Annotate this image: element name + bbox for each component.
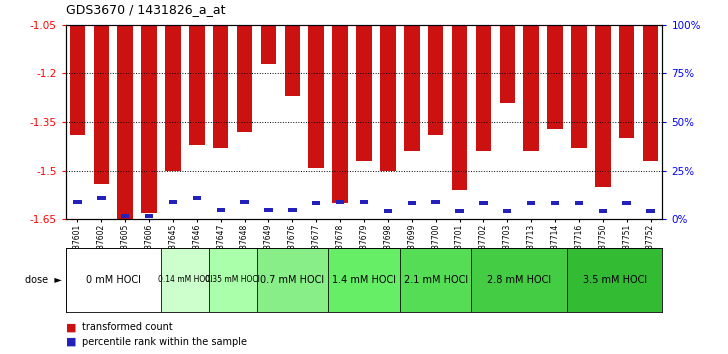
- Bar: [408, 201, 416, 205]
- Bar: [70, 25, 85, 135]
- Bar: [646, 210, 654, 213]
- Bar: [240, 200, 249, 204]
- Text: 0.7 mM HOCl: 0.7 mM HOCl: [261, 275, 325, 285]
- Bar: [66, 248, 161, 312]
- Text: 0.35 mM HOCl: 0.35 mM HOCl: [205, 275, 260, 284]
- Bar: [256, 248, 328, 312]
- Text: ■: ■: [66, 322, 76, 332]
- Bar: [574, 201, 583, 205]
- Text: dose  ►: dose ►: [25, 275, 62, 285]
- Bar: [619, 25, 634, 138]
- Bar: [360, 200, 368, 204]
- Bar: [523, 25, 539, 152]
- Bar: [643, 25, 658, 161]
- Bar: [121, 214, 130, 217]
- Bar: [567, 248, 662, 312]
- Text: ■: ■: [66, 337, 76, 347]
- Bar: [213, 25, 229, 148]
- Bar: [479, 201, 488, 205]
- Bar: [472, 248, 567, 312]
- Bar: [97, 196, 106, 200]
- Text: transformed count: transformed count: [82, 322, 173, 332]
- Bar: [288, 208, 296, 212]
- Bar: [193, 196, 201, 200]
- Text: 2.8 mM HOCl: 2.8 mM HOCl: [487, 275, 551, 285]
- Bar: [622, 201, 631, 205]
- Bar: [328, 248, 400, 312]
- Bar: [209, 248, 256, 312]
- Bar: [141, 25, 157, 213]
- Text: 2.1 mM HOCl: 2.1 mM HOCl: [403, 275, 467, 285]
- Bar: [237, 25, 253, 132]
- Text: 3.5 mM HOCl: 3.5 mM HOCl: [582, 275, 646, 285]
- Bar: [452, 25, 467, 190]
- Bar: [74, 200, 82, 204]
- Bar: [455, 210, 464, 213]
- Bar: [551, 201, 559, 205]
- Bar: [312, 201, 320, 205]
- Text: 1.4 mM HOCl: 1.4 mM HOCl: [332, 275, 396, 285]
- Text: percentile rank within the sample: percentile rank within the sample: [82, 337, 247, 347]
- Bar: [404, 25, 419, 152]
- Bar: [384, 210, 392, 213]
- Text: GDS3670 / 1431826_a_at: GDS3670 / 1431826_a_at: [66, 3, 225, 16]
- Text: 0 mM HOCl: 0 mM HOCl: [86, 275, 141, 285]
- Bar: [400, 248, 472, 312]
- Bar: [571, 25, 587, 148]
- Bar: [336, 200, 344, 204]
- Bar: [264, 208, 273, 212]
- Bar: [475, 25, 491, 152]
- Bar: [94, 25, 109, 184]
- Bar: [169, 200, 177, 204]
- Bar: [285, 25, 300, 96]
- Bar: [499, 25, 515, 103]
- Bar: [333, 25, 348, 203]
- Bar: [428, 25, 443, 135]
- Bar: [503, 210, 512, 213]
- Bar: [216, 208, 225, 212]
- Bar: [165, 25, 181, 171]
- Bar: [595, 25, 611, 187]
- Bar: [161, 248, 209, 312]
- Bar: [309, 25, 324, 167]
- Text: 0.14 mM HOCl: 0.14 mM HOCl: [157, 275, 213, 284]
- Bar: [145, 214, 154, 217]
- Bar: [261, 25, 276, 64]
- Bar: [527, 201, 535, 205]
- Bar: [547, 25, 563, 129]
- Bar: [189, 25, 205, 145]
- Bar: [598, 210, 607, 213]
- Bar: [432, 200, 440, 204]
- Bar: [117, 25, 133, 219]
- Bar: [356, 25, 372, 161]
- Bar: [380, 25, 395, 171]
